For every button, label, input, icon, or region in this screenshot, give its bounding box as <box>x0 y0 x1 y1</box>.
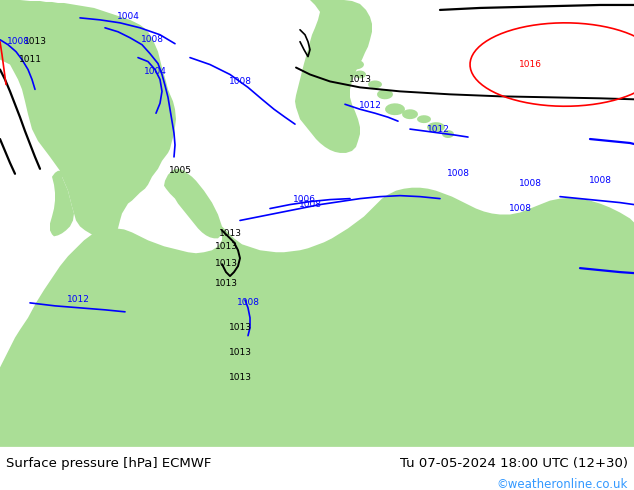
Text: 1008: 1008 <box>508 204 531 213</box>
Polygon shape <box>385 103 405 115</box>
Text: 1013: 1013 <box>228 323 252 332</box>
Polygon shape <box>0 188 634 447</box>
Text: 1006: 1006 <box>292 195 316 204</box>
Text: 1016: 1016 <box>519 60 541 69</box>
Text: 1008: 1008 <box>141 35 164 44</box>
Polygon shape <box>442 130 454 138</box>
Text: 1012: 1012 <box>359 101 382 110</box>
Text: 1004: 1004 <box>117 12 139 22</box>
Text: 1012: 1012 <box>427 124 450 134</box>
Text: Tu 07-05-2024 18:00 UTC (12+30): Tu 07-05-2024 18:00 UTC (12+30) <box>399 457 628 470</box>
Polygon shape <box>427 122 445 132</box>
Polygon shape <box>377 89 393 99</box>
Polygon shape <box>417 115 431 123</box>
Text: 1008: 1008 <box>236 298 259 307</box>
Polygon shape <box>295 0 372 153</box>
Text: 1008: 1008 <box>228 77 252 86</box>
Polygon shape <box>340 49 356 60</box>
Polygon shape <box>368 80 382 88</box>
Polygon shape <box>164 169 222 238</box>
Text: 1013: 1013 <box>214 278 238 288</box>
Text: 1013: 1013 <box>214 259 238 268</box>
Text: 1012: 1012 <box>67 295 89 304</box>
Text: 1013: 1013 <box>214 242 238 251</box>
Polygon shape <box>50 171 74 236</box>
Text: 1005: 1005 <box>169 166 191 175</box>
Text: 1013: 1013 <box>219 229 242 238</box>
Text: ©weatheronline.co.uk: ©weatheronline.co.uk <box>496 478 628 490</box>
Text: 1008: 1008 <box>519 179 541 188</box>
Text: 1008: 1008 <box>6 37 30 46</box>
Polygon shape <box>346 60 364 70</box>
Text: 1008: 1008 <box>446 169 470 178</box>
Polygon shape <box>0 0 176 240</box>
Polygon shape <box>402 109 418 119</box>
Text: 1013: 1013 <box>228 373 252 382</box>
Text: 1011: 1011 <box>18 55 41 64</box>
Text: 1008: 1008 <box>299 200 321 209</box>
Text: 1013: 1013 <box>349 75 372 84</box>
Text: 1013: 1013 <box>228 348 252 357</box>
Polygon shape <box>354 71 366 78</box>
Text: 1004: 1004 <box>143 67 167 76</box>
Text: 1013: 1013 <box>23 37 46 46</box>
Text: Surface pressure [hPa] ECMWF: Surface pressure [hPa] ECMWF <box>6 457 212 470</box>
Text: 1008: 1008 <box>588 176 612 185</box>
